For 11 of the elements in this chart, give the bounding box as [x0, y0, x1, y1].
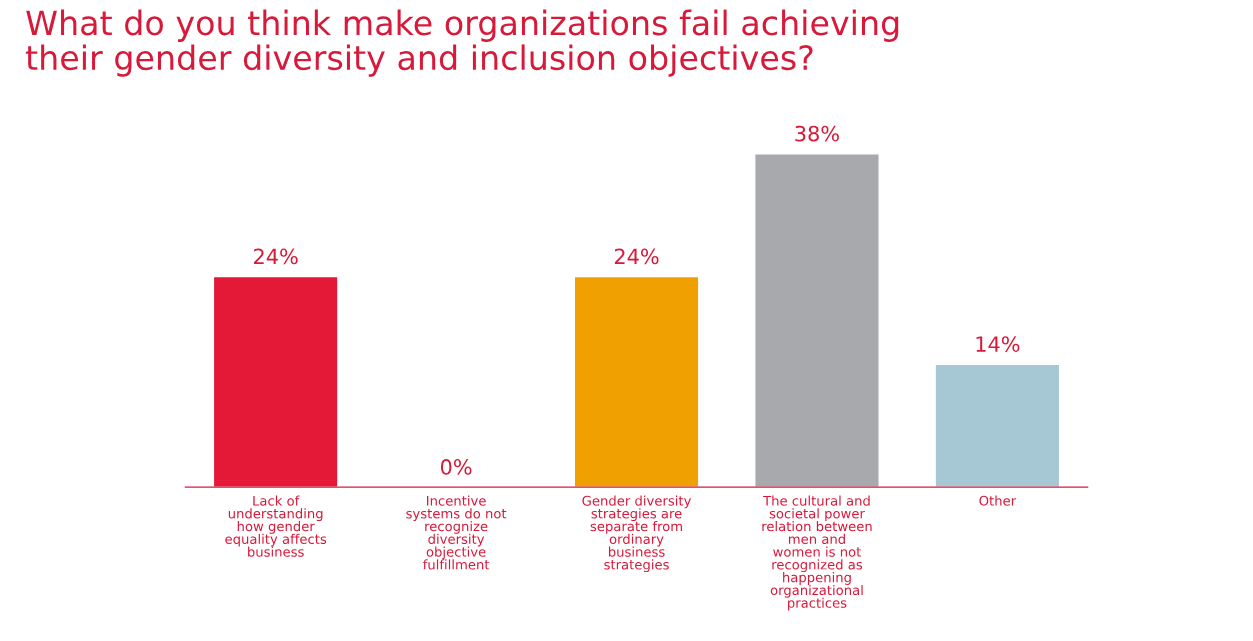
x-tick-label: Other	[979, 495, 1017, 506]
category-label: The cultural and societal power relation between men and women is not recognized as happening organizational practices	[762, 495, 872, 611]
x-tick-label: Gender diversity strategies are separate from ordinary business strategies	[582, 495, 691, 573]
data-label: 24%	[614, 248, 659, 265]
data-label: 24%	[254, 248, 298, 265]
chart-title: What do you think make organizations fail achieving their gender diversity and inclusion objectives?	[25, 9, 899, 77]
x-tick-label: Lack of understanding how gender equality affects business	[225, 495, 327, 557]
data-label: 38%	[795, 125, 839, 142]
data-label: 14%	[976, 336, 1020, 352]
x-tick-label: Incentive systems do not recognize diversity objective fulfillment	[406, 495, 507, 570]
data-label: 0%	[440, 459, 472, 475]
